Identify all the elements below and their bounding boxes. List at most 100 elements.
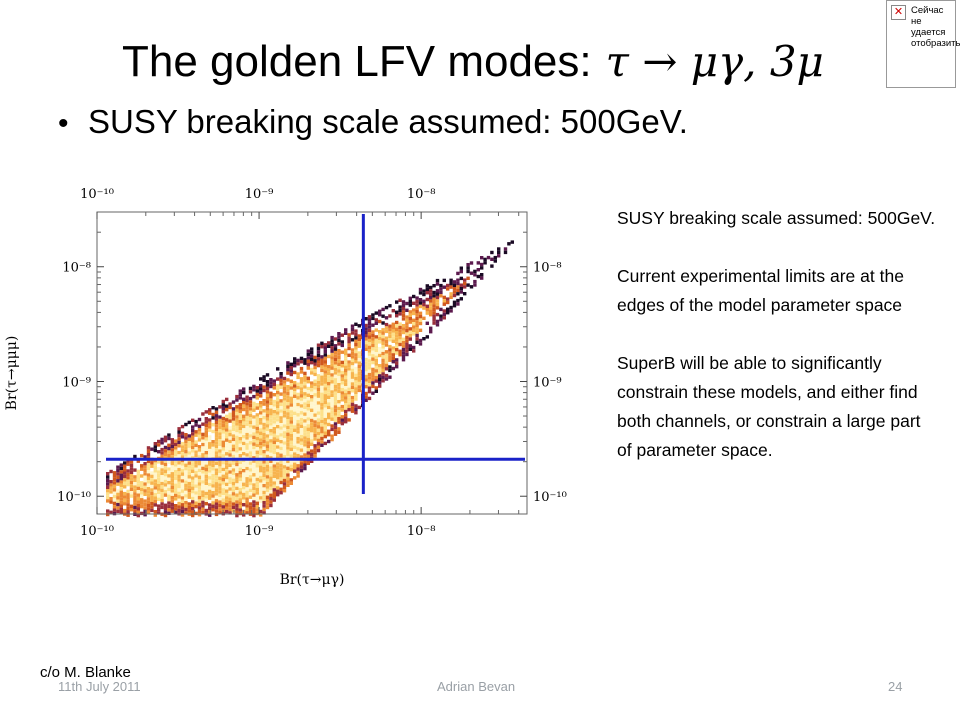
density-cell [136, 486, 140, 491]
density-cell [170, 475, 174, 479]
density-cell [289, 427, 293, 431]
density-cell [262, 419, 266, 423]
density-cell [323, 397, 327, 401]
density-cell [248, 424, 253, 428]
density-cell [344, 403, 348, 407]
density-cell [221, 484, 225, 489]
density-cell [432, 321, 436, 325]
density-cell [293, 432, 297, 436]
density-cell [388, 304, 392, 308]
density-cell [282, 444, 287, 449]
density-cell [296, 423, 300, 427]
density-cell [204, 464, 208, 468]
density-cell [191, 500, 195, 504]
density-cell [323, 353, 327, 357]
density-cell [374, 379, 378, 383]
density-cell [252, 401, 256, 406]
density-cell [255, 474, 259, 478]
density-cell [276, 486, 280, 490]
density-cell [112, 508, 117, 512]
density-cell [259, 401, 263, 405]
density-cell [242, 503, 246, 507]
density-cell [289, 417, 293, 421]
density-cell [133, 478, 137, 482]
density-cell [272, 444, 276, 448]
density-cell [265, 400, 270, 404]
density-cell [381, 331, 385, 335]
density-cell [330, 390, 334, 394]
density-cell [245, 500, 249, 505]
density-cell [116, 506, 120, 510]
density-cell [344, 409, 348, 414]
density-cell [401, 300, 406, 304]
density-cell [208, 455, 212, 460]
density-cell [197, 428, 202, 432]
density-cell [160, 492, 164, 496]
density-cell [296, 433, 300, 437]
density-cell [354, 377, 358, 381]
density-cell [150, 488, 154, 492]
density-cell [204, 502, 208, 506]
density-cell [357, 385, 361, 389]
density-cell [323, 373, 327, 378]
density-cell [418, 342, 423, 346]
density-cell [320, 385, 324, 390]
density-cell [242, 428, 246, 432]
density-cell [439, 287, 443, 291]
density-cell [282, 376, 287, 381]
density-cell [245, 470, 249, 474]
density-cell [330, 376, 334, 381]
density-cell [177, 488, 181, 492]
density-cell [163, 490, 168, 494]
density-cell [252, 418, 256, 423]
density-cell [259, 455, 263, 459]
density-cell [289, 444, 293, 448]
side-paragraph-3: SuperB will be able to significantly con… [617, 353, 921, 460]
density-cell [248, 420, 253, 425]
density-cell [306, 444, 310, 448]
density-cell [289, 434, 293, 438]
density-cell [150, 461, 154, 465]
density-cell [252, 466, 256, 470]
density-cell [245, 460, 249, 464]
density-cell [221, 416, 225, 421]
density-cell [347, 394, 351, 398]
density-cell [208, 421, 212, 426]
density-cell [293, 404, 297, 409]
density-cell [333, 347, 338, 351]
density-cell [279, 412, 283, 417]
density-cell [177, 474, 181, 479]
density-cell [170, 451, 174, 456]
density-cell [279, 470, 283, 474]
density-cell [446, 283, 450, 288]
density-cell [459, 283, 463, 287]
density-cell [306, 366, 310, 370]
density-cell [248, 434, 253, 438]
density-cell [214, 427, 219, 432]
density-cell [429, 285, 433, 290]
density-cell [354, 329, 358, 333]
density-cell [252, 442, 256, 446]
density-cell [242, 445, 246, 449]
density-cell [119, 470, 123, 474]
density-cell [204, 495, 208, 499]
density-cell [242, 421, 246, 425]
density-cell [269, 459, 273, 463]
density-cell [347, 374, 351, 378]
density-cell [286, 364, 290, 368]
density-cell [163, 493, 168, 497]
density-cell [248, 481, 253, 486]
density-cell [265, 441, 270, 445]
density-cell [194, 464, 198, 468]
density-cell [337, 403, 341, 407]
density-cell [276, 493, 280, 497]
density-cell [333, 429, 338, 433]
density-cell [303, 371, 307, 376]
density-cell [248, 451, 253, 455]
density-cell [269, 418, 273, 423]
density-cell [310, 435, 314, 440]
density-cell [337, 386, 341, 390]
density-cell [180, 482, 185, 487]
density-cell [265, 468, 270, 472]
density-cell [191, 490, 195, 494]
